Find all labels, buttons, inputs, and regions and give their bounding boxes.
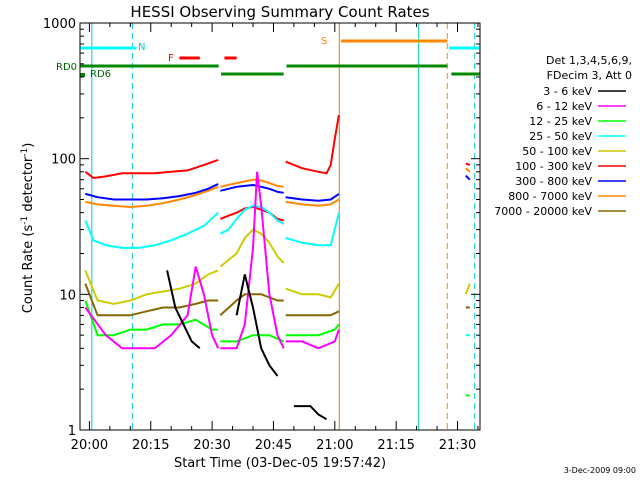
footer-timestamp: 3-Dec-2009 09:00 — [564, 466, 636, 475]
x-tick-label: 20:45 — [255, 438, 292, 453]
series-line — [219, 228, 285, 268]
x-axis-label: Start Time (03-Dec-05 19:57:42) — [174, 456, 386, 471]
legend-label: 50 - 100 keV — [522, 145, 592, 158]
series-line — [465, 167, 471, 173]
x-tick-label: 20:15 — [132, 438, 169, 453]
y-axis-label-sup1: -1 — [20, 216, 30, 225]
plot-frame — [79, 22, 481, 431]
series-line — [85, 183, 219, 201]
x-tick-label: 20:00 — [71, 438, 108, 453]
y-tick-label: 1 — [68, 424, 76, 439]
chart-title: HESSI Observing Summary Count Rates — [130, 3, 429, 21]
series-line — [464, 174, 471, 181]
series-line — [219, 293, 284, 317]
y-axis: 1 10 100 1000 — [43, 17, 480, 439]
series-line — [85, 185, 219, 209]
y-tick-label: 100 — [51, 153, 76, 168]
series-line — [285, 323, 340, 337]
legend-label: 7000 - 20000 keV — [494, 205, 592, 218]
series-line — [84, 266, 220, 350]
x-tick-label: 21:00 — [316, 438, 353, 453]
legend-label: 3 - 6 keV — [543, 85, 592, 98]
rd6-flag-marker — [80, 73, 85, 77]
y-axis-label-mid: detector — [21, 156, 36, 216]
x-axis: 20:00 20:15 20:30 20:45 21:00 21:15 21:30 — [71, 23, 479, 453]
y-axis-label-main: Count Rate (s — [21, 225, 36, 314]
flag-label-rd6: RD6 — [90, 69, 111, 80]
series-line — [84, 211, 219, 249]
x-tick-label: 21:15 — [377, 438, 414, 453]
series-line — [235, 274, 279, 377]
legend-label: 25 - 50 keV — [529, 130, 592, 143]
series-layer — [84, 114, 471, 421]
day-night-markers — [91, 23, 476, 430]
legend-label: 100 - 300 keV — [515, 160, 592, 173]
series-line — [293, 405, 328, 421]
series-line — [285, 310, 340, 317]
legend-label: 300 - 800 keV — [515, 175, 592, 188]
legend-label: 12 - 25 keV — [529, 115, 592, 128]
series-s7000_20000 — [84, 283, 470, 317]
flag-label-f: F — [168, 53, 174, 64]
legend-items: 3 - 6 keV 6 - 12 keV 12 - 25 keV 25 - 50 ke… — [494, 85, 626, 218]
legend-title-2: FDecim 3, Att 0 — [547, 69, 632, 82]
series-s6_12 — [84, 171, 340, 350]
y-axis-label-end: ) — [21, 143, 36, 148]
flag-label-n: N — [138, 42, 145, 53]
series-line — [465, 162, 471, 166]
series-line — [84, 283, 219, 317]
series-line — [166, 270, 201, 350]
x-tick-label: 21:30 — [439, 438, 476, 453]
series-line — [285, 114, 340, 175]
series-s50_100 — [84, 228, 471, 305]
series-s3_6 — [166, 270, 328, 421]
series-line — [285, 283, 340, 299]
y-axis-label: Count Rate (s-1 detector-1) — [20, 143, 36, 314]
flag-label-rd0: RD0 — [56, 62, 77, 73]
y-tick-label: 1000 — [43, 17, 76, 32]
series-line — [285, 198, 340, 207]
series-line — [220, 334, 285, 343]
series-line — [285, 193, 340, 202]
flag-bars — [80, 39, 480, 77]
legend-label: 800 - 7000 keV — [508, 190, 592, 203]
series-line — [220, 171, 285, 350]
series-s25_50 — [84, 204, 470, 337]
x-tick-label: 20:30 — [193, 438, 230, 453]
series-line — [285, 212, 340, 247]
legend: Det 1,3,4,5,6,9, FDecim 3, Att 0 3 - 6 k… — [494, 54, 632, 218]
series-line — [464, 283, 471, 295]
flag-label-s: S — [321, 36, 327, 47]
series-line — [219, 204, 285, 235]
series-line — [84, 158, 219, 180]
y-axis-label-sup2: -1 — [20, 148, 30, 157]
legend-title-1: Det 1,3,4,5,6,9, — [546, 54, 632, 67]
series-line — [285, 329, 340, 350]
legend-label: 6 - 12 keV — [536, 100, 592, 113]
series-line — [84, 269, 219, 305]
y-tick-label: 10 — [59, 288, 76, 303]
